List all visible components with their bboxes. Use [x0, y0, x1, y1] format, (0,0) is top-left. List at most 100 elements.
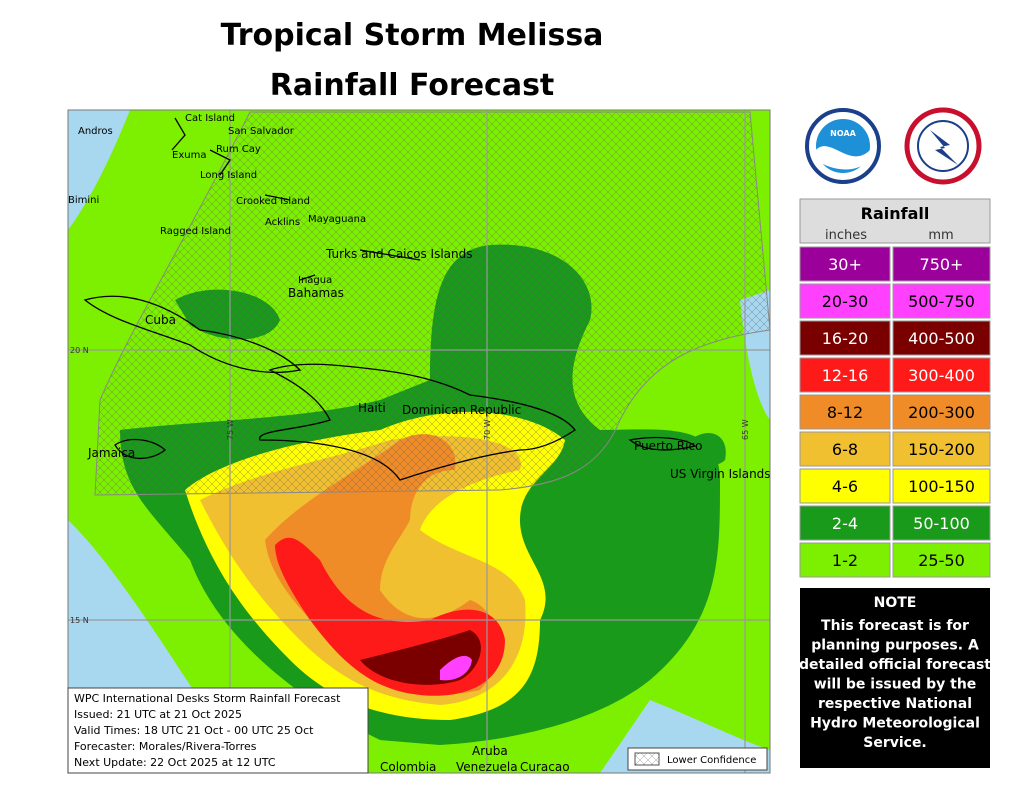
- place-label: Cuba: [145, 313, 176, 327]
- coastlines: [83, 117, 697, 481]
- map: Cat Island San Salvador Andros Exuma Rum…: [68, 110, 771, 774]
- title-line: Tropical Storm Melissa: [221, 18, 604, 53]
- info-line: Next Update: 22 Oct 2025 at 12 UTC: [74, 756, 276, 769]
- rain-2-4: [690, 432, 726, 465]
- legend-swatch: [892, 505, 991, 541]
- legend-swatch: [799, 505, 891, 541]
- grid-label: 20 N: [70, 346, 89, 355]
- rain-20-30: [440, 655, 472, 681]
- place-label: Colombia: [380, 760, 436, 774]
- place-label: Rum Cay: [216, 144, 261, 155]
- legend-label: 400-500: [908, 329, 975, 348]
- nws-logo: [904, 107, 982, 185]
- legend-swatch: [799, 283, 891, 319]
- place-label: Cat Island: [185, 113, 235, 124]
- legend-label: 20-30: [822, 292, 869, 311]
- legend-swatch: [799, 357, 891, 393]
- legend-label: 4-6: [832, 477, 858, 496]
- place-label: Inagua: [298, 275, 332, 286]
- place-label: Aruba: [472, 744, 508, 758]
- place-label: Acklins: [265, 217, 300, 228]
- legend-label: 150-200: [908, 440, 975, 459]
- legend-swatch: [892, 468, 991, 504]
- place-label: Andros: [78, 126, 113, 137]
- legend-swatch: [892, 542, 991, 578]
- info-line: Valid Times: 18 UTC 21 Oct - 00 UTC 25 O…: [74, 724, 314, 737]
- legend-label: 750+: [920, 255, 964, 274]
- place-label: Haiti: [358, 401, 386, 415]
- legend-swatch: [799, 246, 891, 282]
- confidence-key: [627, 747, 768, 771]
- legend-swatch: [892, 283, 991, 319]
- legend-label: 16-20: [822, 329, 869, 348]
- info-line: WPC International Desks Storm Rainfall F…: [74, 692, 341, 705]
- legend-swatch: [799, 320, 891, 356]
- grid-label: 70 W: [483, 419, 492, 440]
- legend-label: 1-2: [832, 551, 858, 570]
- place-label: Venezuela: [456, 760, 518, 774]
- legend-label: 300-400: [908, 366, 975, 385]
- legend-swatch: [799, 468, 891, 504]
- place-label: Bimini: [68, 195, 99, 206]
- legend-label: 8-12: [827, 403, 863, 422]
- place-label: Dominican Republic: [402, 403, 521, 417]
- legend-unit: inches: [825, 228, 867, 243]
- legend-header: [799, 198, 991, 244]
- noaa-logo: NOAA: [805, 108, 881, 184]
- place-label: Exuma: [172, 150, 206, 161]
- legend-label: 500-750: [908, 292, 975, 311]
- legend-swatch: [892, 394, 991, 430]
- note-line: Service.: [863, 735, 927, 751]
- note-line: respective National: [818, 696, 972, 712]
- note-lines: This forecast is for planning purposes. A…: [799, 618, 991, 751]
- legend-swatch: [892, 431, 991, 467]
- ocean: [68, 110, 130, 230]
- place-label: Bahamas: [288, 286, 344, 300]
- legend-label: 30+: [828, 255, 862, 274]
- note-line: planning purposes. A: [811, 638, 979, 654]
- legend-label: 50-100: [913, 514, 970, 533]
- place-label: Turks and Caicos Islands: [325, 247, 472, 261]
- lower-confidence-area: [94, 111, 770, 496]
- legend-label: 12-16: [822, 366, 869, 385]
- legend-swatch: [892, 357, 991, 393]
- legend-label: 6-8: [832, 440, 858, 459]
- info-box: [67, 687, 369, 774]
- legend-title: Rainfall: [861, 204, 930, 223]
- legend-unit: mm: [928, 228, 953, 243]
- noaa-text: NOAA: [830, 129, 856, 138]
- confidence-swatch: [634, 752, 660, 766]
- place-label: Ragged Island: [160, 226, 231, 237]
- legend-swatch: [799, 431, 891, 467]
- note-title: NOTE: [874, 595, 917, 611]
- title-line: Rainfall Forecast: [270, 68, 555, 103]
- legend-label: 25-50: [918, 551, 965, 570]
- legend-label: 100-150: [908, 477, 975, 496]
- place-label: Curacao: [520, 760, 570, 774]
- legend-swatch: [892, 320, 991, 356]
- grid-label: 75 W: [226, 419, 235, 440]
- place-label: Puerto Rico: [634, 439, 702, 453]
- legend-label: 2-4: [832, 514, 858, 533]
- place-label: Jamaica: [87, 446, 135, 460]
- info-lines: WPC International Desks Storm Rainfall F…: [74, 692, 341, 769]
- place-label: Long Island: [200, 170, 257, 181]
- info-line: Forecaster: Morales/Rivera-Torres: [74, 740, 257, 753]
- legend-swatch: [892, 246, 991, 282]
- place-label: Crooked Island: [236, 196, 310, 207]
- note-line: detailed official forecast: [799, 657, 991, 673]
- graticule: [68, 110, 770, 773]
- note-line: This forecast is for: [821, 618, 969, 634]
- note-line: Hydro Meteorological: [810, 716, 980, 732]
- place-label: San Salvador: [228, 126, 295, 137]
- info-line: Issued: 21 UTC at 21 Oct 2025: [74, 708, 242, 721]
- map-frame: [67, 109, 771, 774]
- note-line: will be issued by the: [814, 677, 977, 693]
- place-label: US Virgin Islands: [670, 467, 771, 481]
- legend-swatch: [799, 542, 891, 578]
- place-label: Mayaguana: [308, 214, 366, 225]
- confidence-label: Lower Confidence: [667, 755, 756, 766]
- note-box: [800, 588, 990, 768]
- legend: Rainfall inches mm 30+ 750+ 20-30 500-750 16…: [799, 198, 991, 578]
